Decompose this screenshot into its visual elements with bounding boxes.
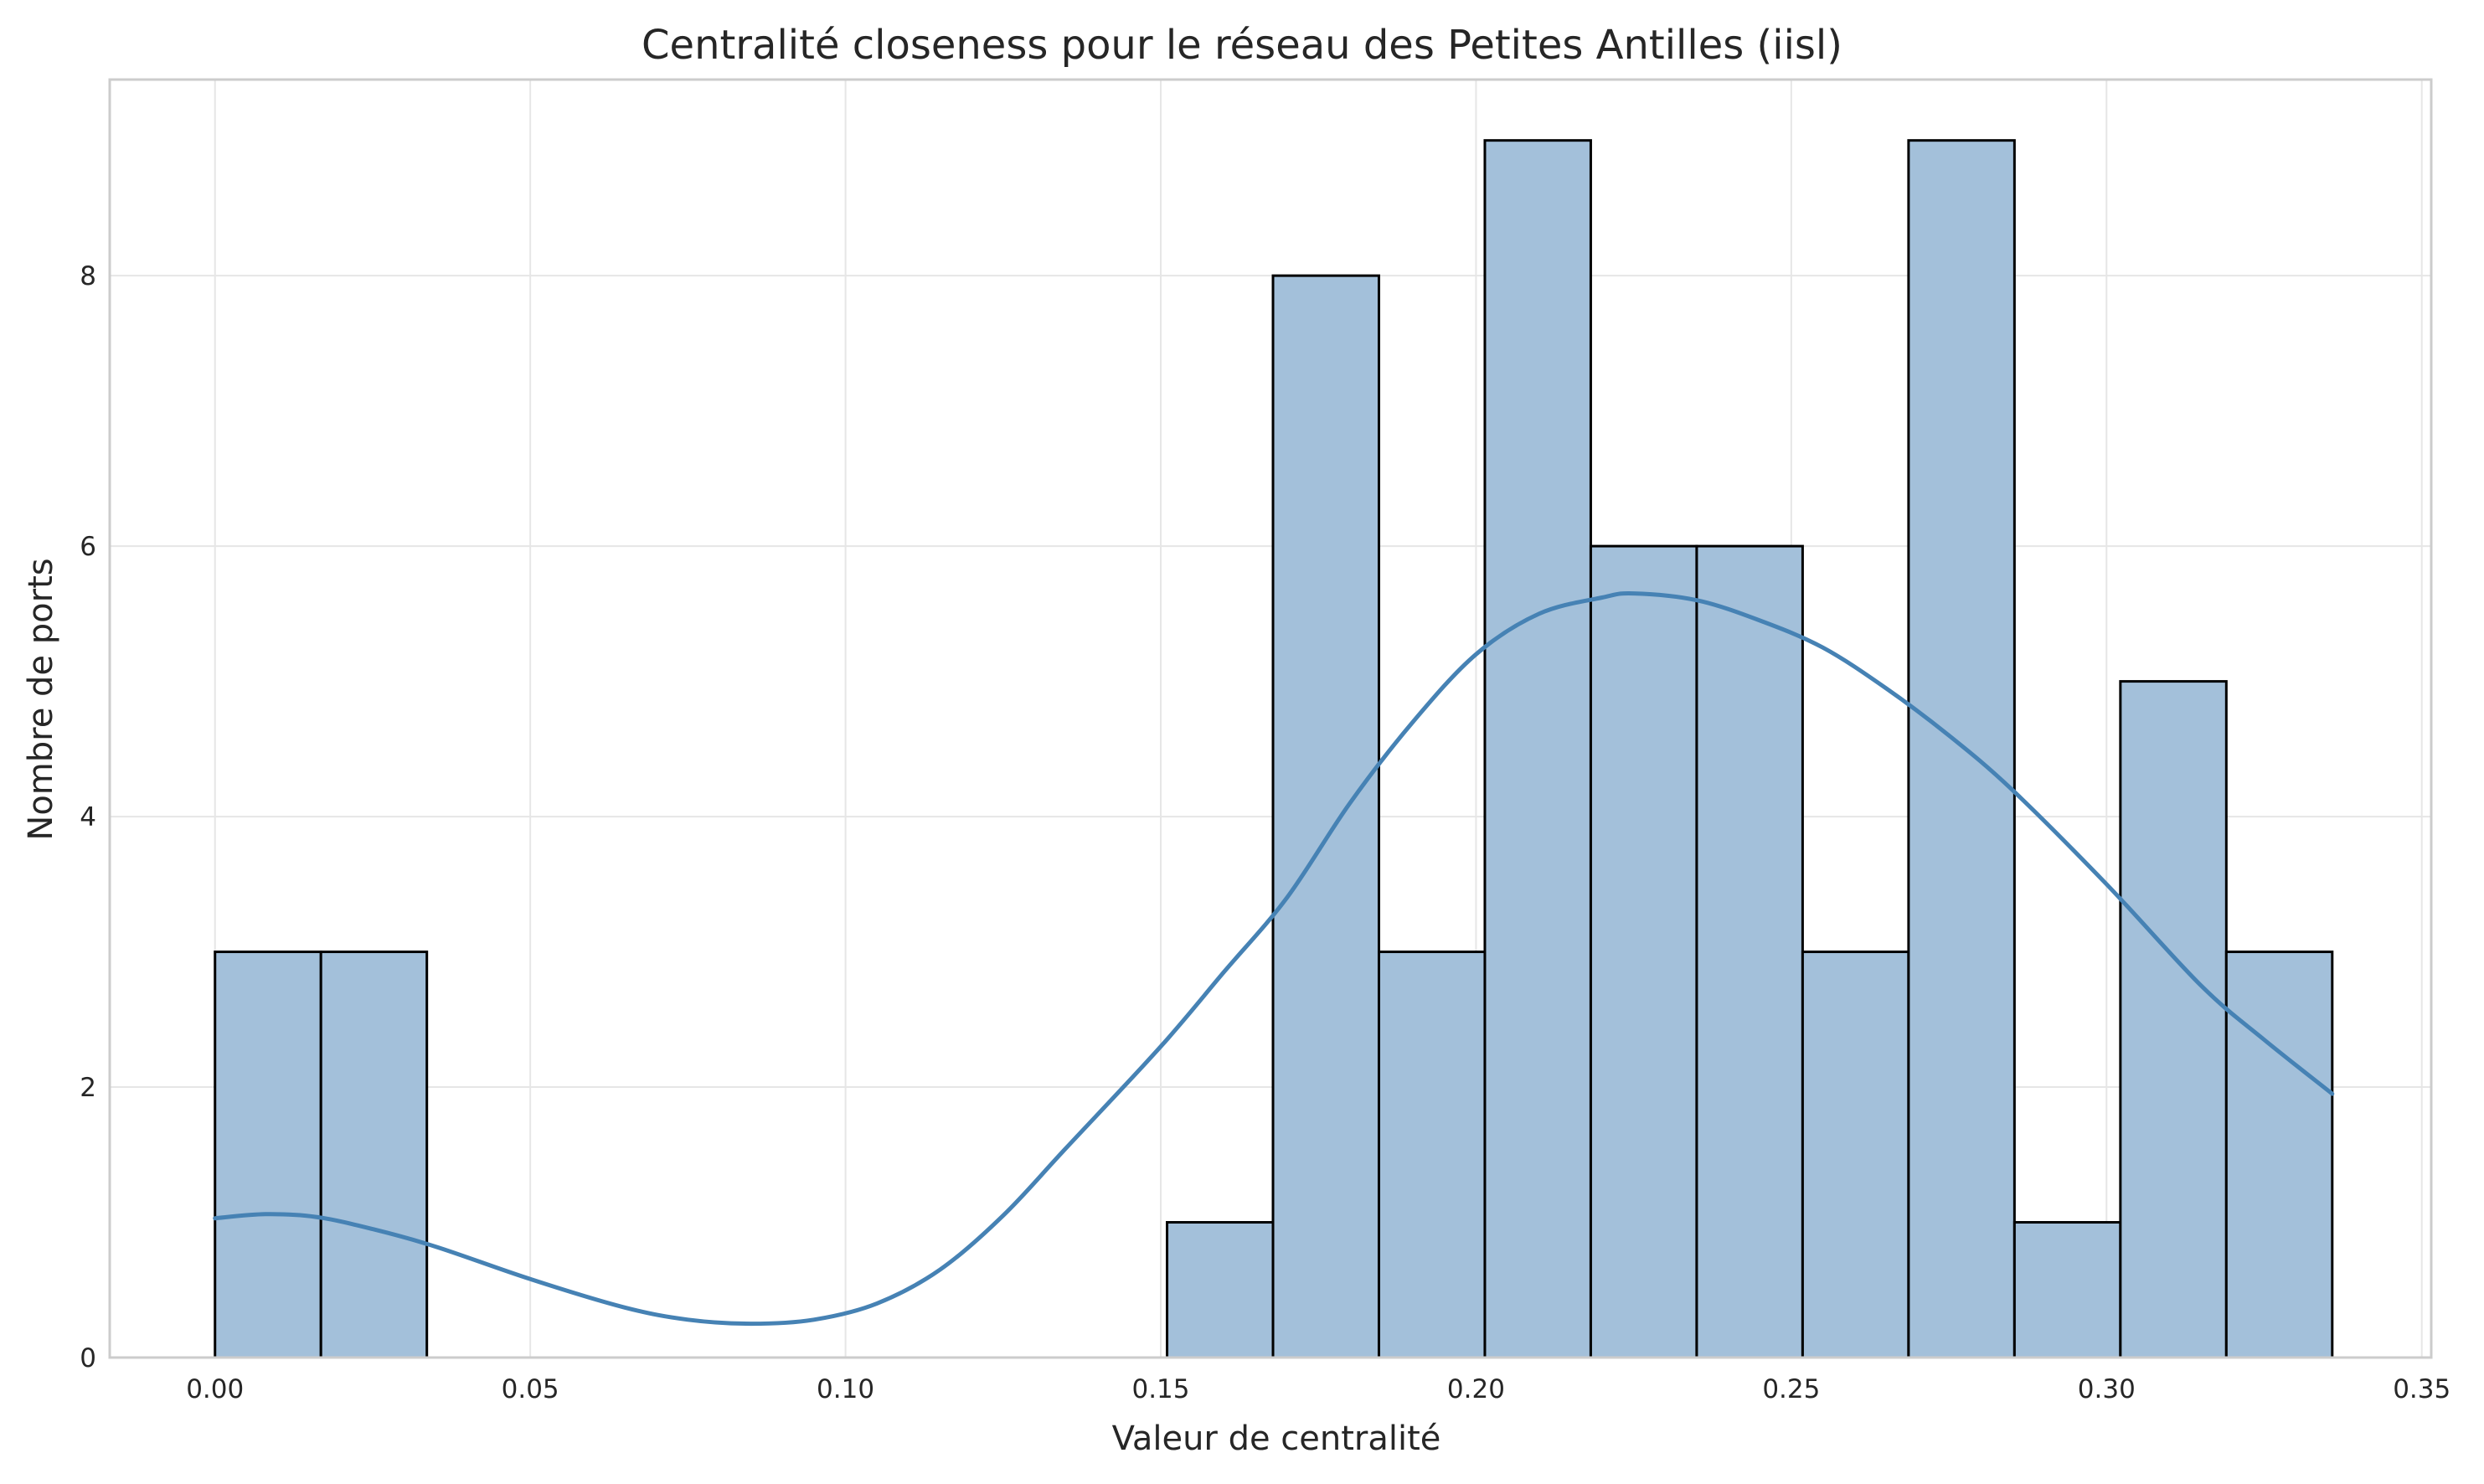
histogram-bar	[319, 951, 429, 1359]
x-tick-label: 0.20	[1447, 1374, 1505, 1404]
histogram-bar	[1271, 274, 1380, 1359]
kde-line	[213, 590, 2335, 1327]
histogram-bar	[1166, 1221, 1275, 1359]
plot-frame	[108, 78, 2433, 1359]
x-tick-label: 0.00	[186, 1374, 244, 1404]
tick-labels: 0.00 0.05 0.10 0.15 0.20 0.25 0.30 0.35 0 2 4 6 8	[80, 261, 2451, 1404]
histogram-bar	[2119, 680, 2228, 1359]
x-tick-label: 0.05	[502, 1374, 559, 1404]
y-tick-label: 0	[80, 1343, 96, 1373]
histogram-bar	[1377, 951, 1487, 1359]
histogram-bar	[2224, 951, 2334, 1359]
y-tick-label: 4	[80, 802, 96, 832]
histogram-bar	[214, 951, 322, 1359]
x-axis-label: Valeur de centralité	[1112, 1420, 1441, 1458]
chart-title: Centralité closeness pour le réseau des …	[642, 22, 1842, 69]
histogram-bar	[1695, 544, 1804, 1359]
x-tick-label: 0.35	[2393, 1374, 2451, 1404]
y-tick-label: 8	[80, 261, 96, 291]
x-tick-label: 0.10	[817, 1374, 874, 1404]
axes-spine	[108, 78, 2433, 1359]
histogram-bars	[214, 139, 2334, 1359]
x-tick-label: 0.30	[2078, 1374, 2136, 1404]
histogram-bar	[2012, 1221, 2122, 1359]
x-tick-label: 0.15	[1131, 1374, 1189, 1404]
histogram-bar	[1483, 139, 1592, 1359]
histogram-bar	[1589, 544, 1698, 1359]
y-axis-label: Nombre de ports	[22, 558, 60, 840]
y-tick-label: 2	[80, 1073, 96, 1103]
histogram-bar	[1907, 139, 2016, 1359]
y-tick-label: 6	[80, 532, 96, 562]
x-tick-label: 0.25	[1762, 1374, 1820, 1404]
histogram-bar	[1801, 951, 1910, 1359]
kde-curve-group	[213, 590, 2335, 1327]
